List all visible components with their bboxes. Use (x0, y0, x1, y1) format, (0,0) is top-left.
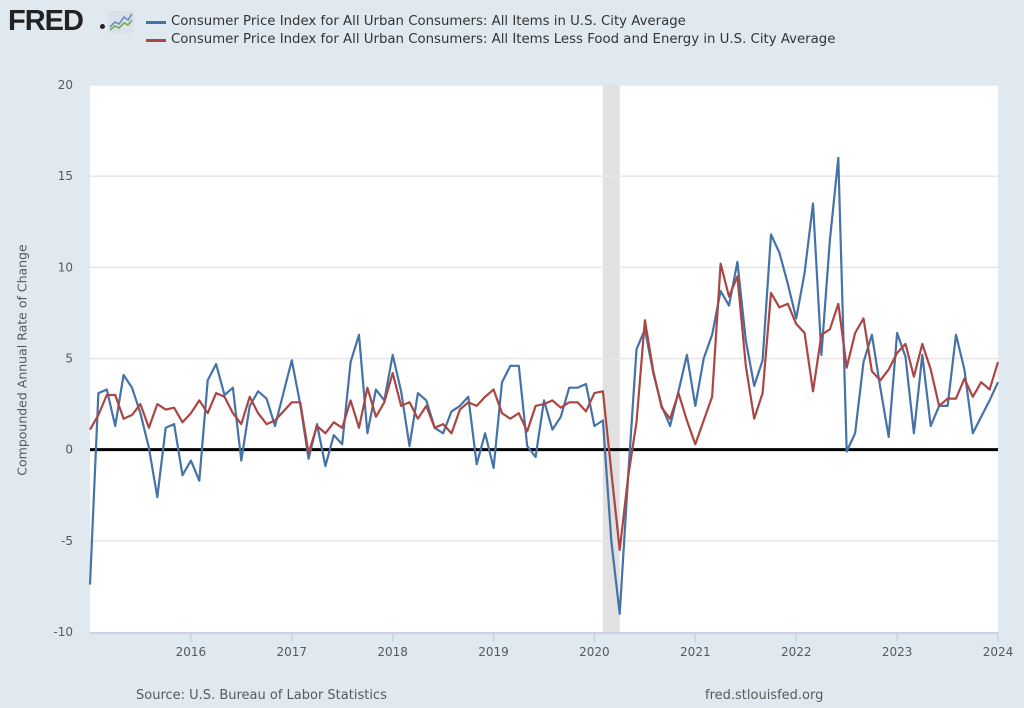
legend-label-all-items: Consumer Price Index for All Urban Consu… (171, 14, 686, 29)
x-tick-label: 2024 (983, 645, 1014, 659)
registered-mark (100, 24, 105, 29)
source-note: Source: U.S. Bureau of Labor Statistics (136, 688, 387, 703)
y-tick-label: -5 (61, 534, 73, 548)
series-line-core (89, 262, 1000, 552)
legend-swatch-core (146, 38, 166, 42)
y-tick-label: 10 (58, 260, 73, 274)
fred-logo: FRED (8, 5, 84, 37)
y-tick-label: 5 (65, 352, 73, 366)
x-tick-label: 2016 (176, 645, 207, 659)
legend-item-core[interactable]: Consumer Price Index for All Urban Consu… (146, 31, 835, 49)
x-tick-label: 2022 (781, 645, 812, 659)
line-chart-icon (108, 11, 134, 33)
legend-item-all-items[interactable]: Consumer Price Index for All Urban Consu… (146, 13, 835, 31)
series-line-all-items (88, 156, 999, 615)
y-tick-label: 0 (65, 443, 73, 457)
y-tick-label: 20 (58, 78, 73, 92)
y-tick-label: 15 (58, 169, 73, 183)
x-tick-label: 2019 (478, 645, 509, 659)
legend-label-core: Consumer Price Index for All Urban Consu… (171, 32, 836, 47)
x-tick-label: 2021 (680, 645, 711, 659)
chart-legend: Consumer Price Index for All Urban Consu… (146, 13, 835, 49)
site-link[interactable]: fred.stlouisfed.org (705, 688, 824, 703)
x-tick-label: 2018 (377, 645, 408, 659)
legend-swatch-all-items (146, 20, 166, 24)
y-tick-label: -10 (53, 625, 73, 639)
x-tick-label: 2017 (277, 645, 308, 659)
x-tick-label: 2020 (579, 645, 610, 659)
x-tick-label: 2023 (882, 645, 913, 659)
